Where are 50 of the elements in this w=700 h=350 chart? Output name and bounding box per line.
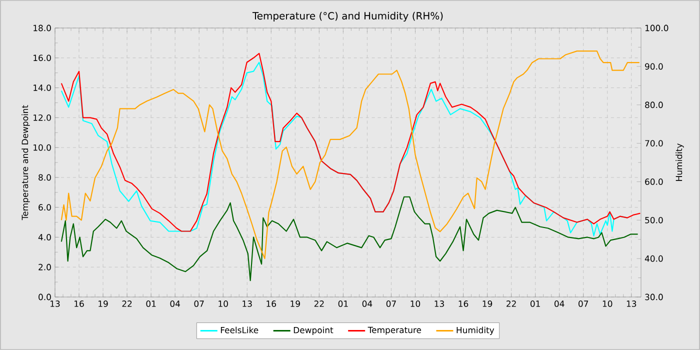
legend-label: FeelsLike	[220, 326, 258, 334]
x-tick-label: 13	[242, 300, 252, 307]
x-tick-label: 10	[410, 300, 420, 307]
y-axis-title: Temperature and Dewpoint	[22, 105, 30, 220]
x-tick-label: 04	[554, 300, 564, 307]
x-tick-label: 19	[290, 300, 300, 307]
x-tick-label: 13	[434, 300, 444, 307]
x-tick-label: 07	[578, 300, 588, 307]
x-tick-label: 10	[602, 300, 612, 307]
y2-tick-label: 60.0	[645, 178, 663, 185]
x-tick-label: 16	[74, 300, 84, 307]
x-tick-label: 04	[170, 300, 180, 307]
x-tick-label: 04	[362, 300, 372, 307]
x-tick-label: 13	[50, 300, 60, 307]
x-tick-label: 01	[338, 300, 348, 307]
y-tick-label: 10.0	[34, 144, 51, 151]
y-tick-label: 4.0	[38, 234, 51, 240]
y-tick-label: 6.0	[38, 204, 51, 211]
chart-title: Temperature (°C) and Humidity (RH%)	[252, 12, 443, 22]
legend-label: Dewpoint	[294, 326, 334, 335]
y2-tick-label: 100.0	[645, 24, 668, 32]
y2-tick-label: 80.0	[645, 102, 663, 108]
x-tick-label: 22	[122, 300, 132, 307]
x-tick-label: 16	[266, 300, 276, 307]
y-tick-label: 18.0	[34, 24, 51, 32]
x-tick-label: 07	[386, 300, 396, 307]
y-tick-label: 8.0	[38, 174, 51, 181]
x-tick-label: 22	[506, 300, 516, 307]
x-tick-label: 01	[146, 300, 156, 307]
y-tick-label: 0.0	[38, 294, 51, 300]
y-tick-label: 12.0	[34, 114, 51, 121]
legend-label: Humidity	[456, 326, 494, 335]
x-tick-label: 01	[530, 300, 540, 307]
x-tick-label: 13	[626, 300, 636, 307]
y-tick-label: 16.0	[34, 54, 51, 62]
x-tick-label: 16	[458, 300, 468, 307]
legend-label: Temperature	[368, 326, 422, 335]
y2-axis-title: Humidity	[676, 144, 684, 181]
x-tick-label: 07	[194, 300, 204, 307]
x-tick-label: 22	[314, 300, 324, 307]
y-tick-label: 2.0	[38, 264, 51, 270]
x-tick-label: 19	[482, 300, 492, 307]
y-tick-label: 14.0	[34, 84, 51, 91]
y2-tick-label: 90.0	[645, 63, 663, 70]
x-tick-label: 19	[98, 300, 108, 307]
x-tick-label: 10	[218, 300, 228, 307]
y2-tick-label: 30.0	[645, 294, 663, 300]
y2-tick-label: 70.0	[645, 140, 663, 146]
y2-tick-label: 40.0	[644, 255, 663, 262]
y2-tick-label: 50.0	[645, 216, 663, 224]
